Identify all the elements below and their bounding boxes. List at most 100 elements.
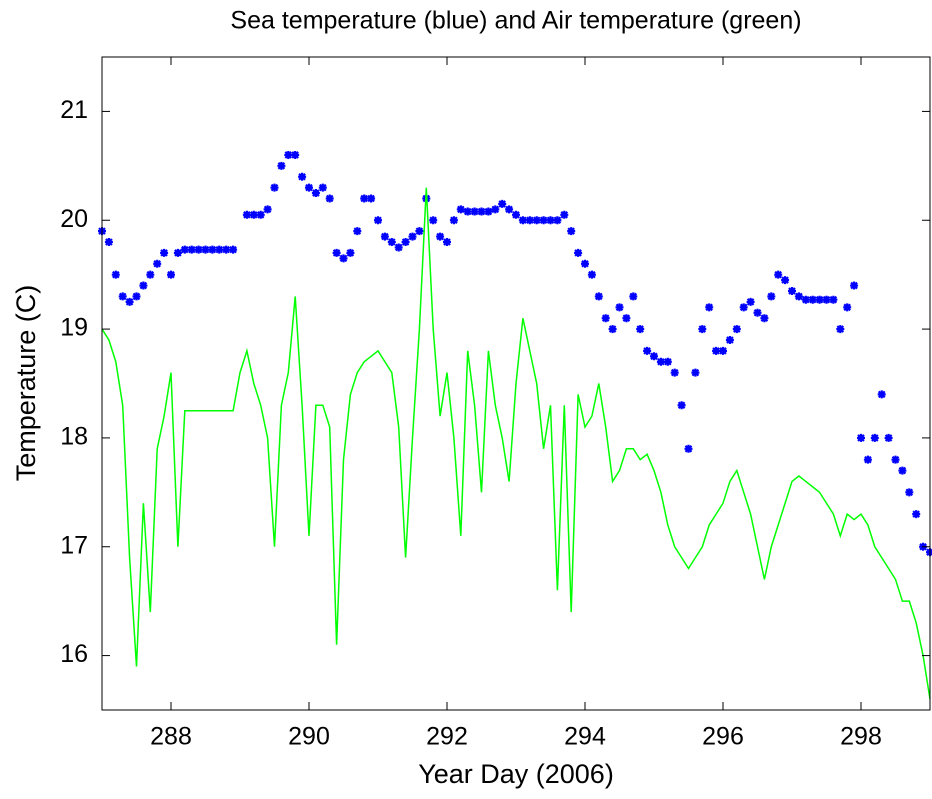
sea-temperature-marker	[249, 210, 258, 219]
sea-temperature-marker	[801, 295, 810, 304]
sea-temperature-marker	[125, 297, 134, 306]
sea-temperature-marker	[553, 216, 562, 225]
sea-temperature-marker	[677, 401, 686, 410]
sea-temperature-marker	[760, 314, 769, 323]
sea-temperature-marker	[346, 248, 355, 257]
sea-temperature-marker	[215, 245, 224, 254]
sea-temperature-marker	[560, 210, 569, 219]
sea-temperature-marker	[705, 303, 714, 312]
sea-temperature-marker	[436, 232, 445, 241]
sea-temperature-marker	[408, 232, 417, 241]
sea-temperature-marker	[449, 216, 458, 225]
sea-temperature-marker	[367, 194, 376, 203]
sea-temperature-marker	[318, 183, 327, 192]
sea-temperature-marker	[587, 270, 596, 279]
chart-title: Sea temperature (blue) and Air temperatu…	[230, 7, 801, 35]
sea-temperature-marker	[160, 248, 169, 257]
sea-temperature-marker	[298, 172, 307, 181]
sea-temperature-marker	[353, 227, 362, 236]
sea-temperature-marker	[360, 194, 369, 203]
sea-temperature-marker	[629, 292, 638, 301]
sea-temperature-marker	[656, 357, 665, 366]
sea-temperature-marker	[443, 238, 451, 247]
y-tick-label: 18	[60, 423, 88, 451]
sea-temperature-marker	[118, 292, 127, 301]
sea-temperature-marker	[256, 210, 265, 219]
sea-temperature-marker	[305, 183, 313, 192]
sea-temperature-marker	[581, 259, 589, 268]
sea-temperature-marker	[863, 455, 872, 464]
axes-box	[101, 56, 931, 711]
sea-temperature-marker	[394, 243, 403, 252]
sea-temperature-marker	[594, 292, 603, 301]
sea-temperature-marker	[415, 227, 424, 236]
sea-temperature-marker	[194, 245, 203, 254]
sea-temperature-marker	[691, 368, 700, 377]
sea-temperature-marker	[732, 325, 741, 334]
air-temperature-line	[101, 187, 931, 700]
sea-temperature-marker	[525, 216, 534, 225]
sea-temperature-marker	[277, 161, 286, 170]
y-tick-label: 16	[60, 640, 88, 668]
sea-temperature-marker	[270, 183, 279, 192]
sea-temperature-marker	[132, 292, 141, 301]
sea-temperature-marker	[615, 303, 624, 312]
sea-temperature-marker	[374, 216, 382, 225]
sea-temperature-marker	[857, 433, 865, 442]
x-tick-label: 296	[702, 723, 744, 751]
sea-temperature-marker	[698, 325, 707, 334]
sea-temperature-marker	[794, 292, 803, 301]
sea-temperature-marker	[532, 216, 541, 225]
sea-temperature-marker	[111, 270, 120, 279]
sea-temperature-marker	[104, 238, 113, 247]
sea-temperature-marker	[387, 238, 396, 247]
sea-temperature-marker	[208, 245, 217, 254]
sea-temperature-marker	[546, 216, 555, 225]
sea-temperature-marker	[663, 357, 672, 366]
sea-temperature-marker	[574, 248, 583, 257]
y-axis-label: Temperature (C)	[11, 285, 41, 482]
sea-temperature-marker	[153, 259, 162, 268]
sea-temperature-marker	[201, 245, 210, 254]
sea-temperature-marker	[222, 245, 231, 254]
sea-temperature-marker	[491, 205, 500, 214]
x-tick-label: 288	[150, 723, 192, 751]
sea-temperature-marker	[822, 295, 831, 304]
sea-temperature-marker	[173, 248, 182, 257]
sea-temperature-marker	[498, 199, 507, 208]
sea-temperature-marker	[325, 194, 334, 203]
sea-temperature-marker	[284, 150, 293, 159]
sea-temperature-marker	[567, 227, 576, 236]
sea-temperature-marker	[518, 216, 527, 225]
sea-temperature-marker	[139, 281, 148, 290]
sea-temperature-marker	[477, 207, 486, 216]
sea-temperature-marker	[463, 207, 472, 216]
sea-temperature-marker	[850, 281, 859, 290]
sea-temperature-marker	[815, 295, 824, 304]
sea-temperature-marker	[512, 210, 520, 219]
y-tick-label: 20	[60, 205, 88, 233]
sea-temperature-marker	[725, 335, 734, 344]
y-tick-label: 19	[60, 314, 88, 342]
sea-temperature-marker	[401, 238, 410, 247]
sea-temperature-marker	[456, 205, 465, 214]
sea-temperature-marker	[829, 295, 838, 304]
sea-temperature-marker	[339, 254, 348, 263]
sea-temperature-marker	[242, 210, 251, 219]
sea-temperature-marker	[484, 207, 493, 216]
sea-temperature-marker	[926, 548, 932, 557]
sea-temperature-marker	[719, 346, 727, 355]
sea-temperature-marker	[788, 286, 796, 295]
sea-temperature-marker	[774, 270, 783, 279]
sea-temperature-marker	[311, 189, 320, 198]
sea-temperature-marker	[380, 232, 389, 241]
sea-temperature-marker	[636, 325, 645, 334]
x-tick-label: 290	[288, 723, 330, 751]
sea-temperature-marker	[622, 314, 631, 323]
sea-temperature-marker	[884, 433, 893, 442]
x-axis-label: Year Day (2006)	[418, 759, 614, 789]
sea-temperature-marker	[712, 346, 721, 355]
sea-temperature-marker	[891, 455, 900, 464]
sea-temperature-marker	[739, 303, 748, 312]
